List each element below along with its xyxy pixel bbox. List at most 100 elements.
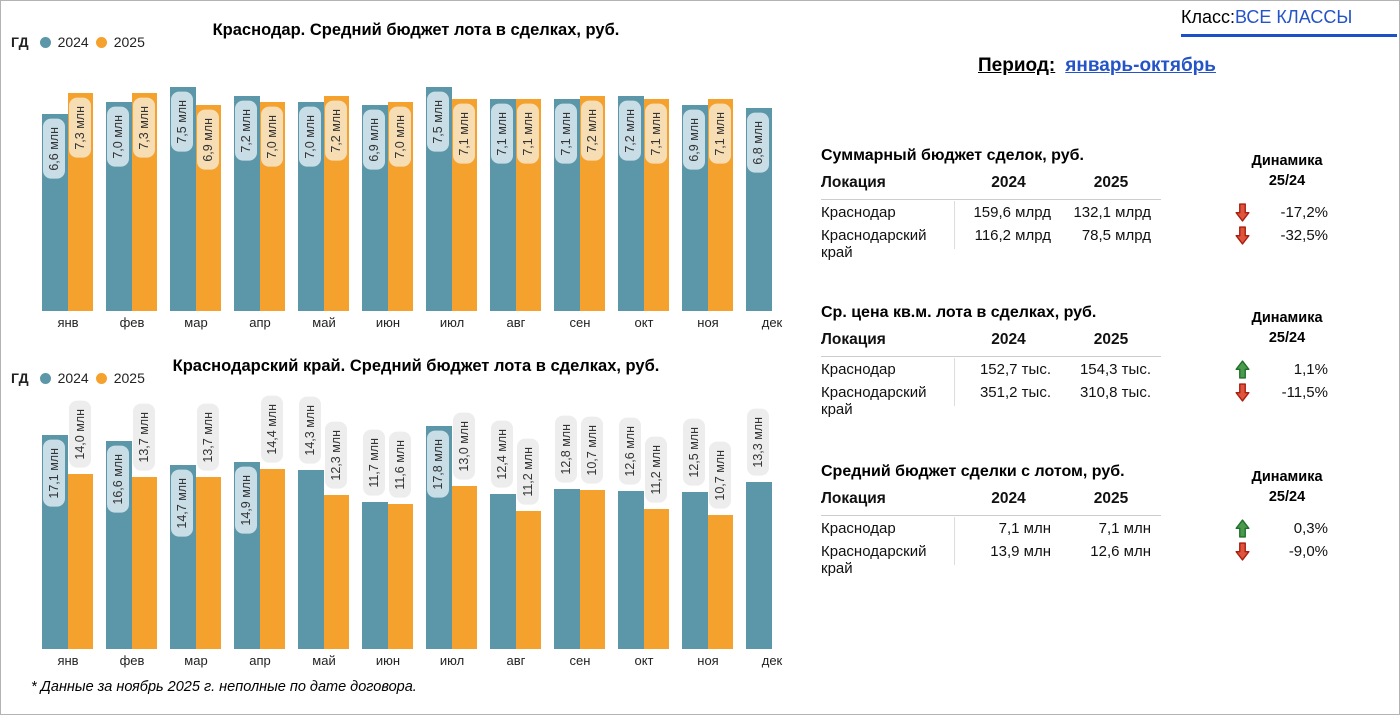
bar-value-label: 10,7 млн [580, 417, 603, 484]
x-tick-label: май [312, 315, 336, 330]
dynamics-header: Динамика 25/24 [1251, 153, 1323, 189]
dynamics-percent: -9,0% [1288, 542, 1328, 560]
header-divider [821, 515, 1161, 516]
bar-2024-дек [746, 482, 772, 649]
table-row: Краснодар 159,6 млрд 132,1 млрд [821, 204, 1161, 221]
cell-location: Краснодар [821, 520, 896, 537]
x-tick-label: дек [761, 653, 783, 668]
column-divider [954, 358, 955, 406]
trend-down-icon [1235, 382, 1250, 402]
bar-2025-окт [644, 509, 669, 649]
bar-value-label: 7,1 млн [516, 104, 539, 164]
bar-value-label: 7,1 млн [491, 104, 513, 164]
x-tick-label: окт [634, 315, 654, 330]
legend-2025-dot [95, 36, 107, 48]
cell-location: Краснодарский край [821, 384, 927, 418]
bar-value-label: 11,2 млн [644, 437, 667, 503]
legend-2024-label: 2024 [57, 34, 89, 50]
table-header: Локация 2024 2025 [821, 174, 1161, 192]
summary-table: Ср. цена кв.м. лота в сделках, руб. Лока… [821, 304, 1399, 418]
cell-2024: 152,7 тыс. [979, 361, 1051, 378]
bar-value-label: 12,3 млн [324, 422, 347, 489]
cell-2025: 154,3 тыс. [1079, 361, 1151, 378]
header-divider [821, 356, 1161, 357]
dynamics-row: 1,1% [1235, 359, 1328, 379]
x-tick-label: сен [569, 653, 591, 668]
bar-2025-янв [68, 474, 93, 649]
bar-value-label: 6,9 млн [196, 110, 219, 170]
dynamics-percent: -17,2% [1280, 203, 1328, 221]
header-2025: 2025 [1093, 331, 1129, 348]
bar-value-label: 7,3 млн [68, 98, 91, 158]
dynamics-row: -17,2% [1235, 202, 1328, 222]
legend-gd-label: ГД [11, 370, 29, 386]
column-divider [954, 201, 955, 249]
cell-2025: 12,6 млн [1090, 543, 1151, 560]
bar-plot-krasnodar: 6,6 млн 7,0 млн 7,5 млн 7,2 млн 7,0 млн 6,9 м… [35, 61, 807, 311]
bar-value-label: 11,6 млн [388, 432, 411, 498]
bar-value-label: 14,7 млн [171, 470, 193, 537]
dynamics-header: Динамика 25/24 [1251, 469, 1323, 505]
dynamics-column: Динамика 25/24 1,1% -11,5% [1221, 304, 1353, 408]
x-tick-label: дек [761, 315, 783, 330]
trend-down-icon [1235, 202, 1250, 222]
bar-value-label: 12,4 млн [491, 421, 513, 488]
x-tick-label: май [312, 653, 336, 668]
trend-down-icon [1235, 541, 1250, 561]
cell-2025: 310,8 тыс. [1079, 384, 1151, 401]
bar-value-label: 7,1 млн [644, 104, 667, 164]
header-divider [821, 199, 1161, 200]
class-selector: Класс:ВСЕ КЛАССЫ [1181, 7, 1397, 37]
table-row: Краснодар 7,1 млн 7,1 млн [821, 520, 1161, 537]
bar-value-label: 17,1 млн [43, 440, 65, 507]
x-tick-label: мар [184, 315, 208, 330]
bar-value-label: 14,3 млн [299, 397, 321, 464]
table-title: Суммарный бюджет сделок, руб. [821, 147, 1084, 164]
header-2025: 2025 [1093, 490, 1129, 507]
header-location: Локация [821, 490, 886, 507]
dynamics-header: Динамика 25/24 [1251, 310, 1323, 346]
bar-value-label: 14,9 млн [235, 467, 257, 534]
x-tick-label: апр [249, 653, 271, 668]
bar-2025-ноя [708, 515, 733, 649]
bar-value-label: 7,0 млн [107, 107, 129, 167]
bar-value-label: 13,3 млн [747, 409, 769, 476]
cell-location: Краснодар [821, 361, 896, 378]
bar-value-label: 7,3 млн [132, 98, 155, 158]
table-row: Краснодарский край 116,2 млрд 78,5 млрд [821, 227, 1161, 261]
trend-up-icon [1235, 518, 1250, 538]
x-tick-label: мар [184, 653, 208, 668]
table-header: Локация 2024 2025 [821, 490, 1161, 508]
x-tick-label: фев [119, 653, 145, 668]
bar-2024-ноя [682, 492, 708, 649]
cell-2025: 7,1 млн [1098, 520, 1151, 537]
header-2024: 2024 [991, 174, 1026, 191]
bar-value-label: 6,9 млн [363, 110, 385, 170]
dynamics-row: -32,5% [1235, 225, 1328, 245]
trend-down-icon [1235, 225, 1250, 245]
cell-2024: 159,6 млрд [973, 204, 1051, 221]
class-value-link[interactable]: ВСЕ КЛАССЫ [1235, 7, 1353, 27]
table-row: Краснодарский край 13,9 млн 12,6 млн [821, 543, 1161, 577]
bar-value-label: 11,7 млн [363, 430, 385, 496]
bar-plot-krai: 17,1 млн 16,6 млн 14,7 млн 14,9 млн 14,3 млн… [35, 379, 807, 649]
cell-2024: 13,9 млн [990, 543, 1051, 560]
period-selector: Период: январь-октябрь [978, 55, 1216, 77]
bar-value-label: 14,0 млн [68, 401, 91, 468]
table-title: Ср. цена кв.м. лота в сделках, руб. [821, 304, 1097, 321]
dynamics-row: 0,3% [1235, 518, 1328, 538]
header-2024: 2024 [991, 490, 1026, 507]
footnote: * Данные за ноябрь 2025 г. неполные по д… [31, 679, 417, 695]
table-row: Краснодарский край 351,2 тыс. 310,8 тыс. [821, 384, 1161, 418]
bar-value-label: 7,0 млн [388, 107, 411, 167]
bar-2025-май [324, 495, 349, 649]
dynamics-percent: 1,1% [1293, 360, 1328, 378]
bar-value-label: 14,4 млн [260, 396, 283, 463]
summary-table: Средний бюджет сделки с лотом, руб. Лока… [821, 463, 1399, 577]
bar-value-label: 7,0 млн [260, 107, 283, 167]
x-tick-label: сен [569, 315, 591, 330]
period-value-link[interactable]: январь-октябрь [1065, 55, 1216, 76]
x-tick-label: июл [439, 315, 465, 330]
bar-value-label: 7,1 млн [708, 104, 731, 164]
period-label: Период: [978, 55, 1056, 76]
